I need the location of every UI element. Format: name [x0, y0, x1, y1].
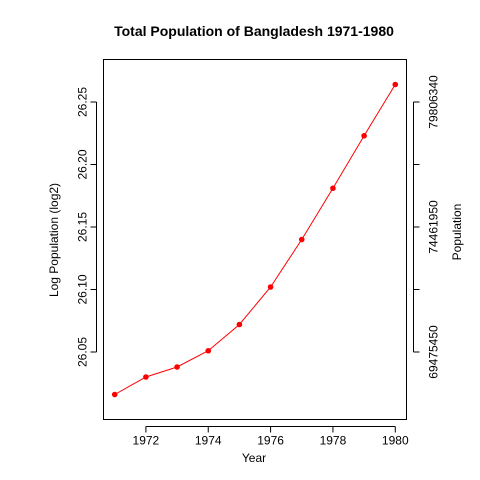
x-axis: 1972 1974 1976 1978 1980 [133, 426, 409, 447]
data-point [392, 81, 399, 88]
x-axis-label: Year [242, 451, 266, 465]
y-axis-left: 26.05 26.10 26.15 26.20 26.25 [76, 87, 97, 367]
y-tick-label-right: 79806340 [427, 75, 441, 129]
series-group [111, 81, 399, 398]
y-axis-label-right: Population [450, 204, 464, 261]
y-tick-label-left: 26.15 [76, 212, 90, 242]
y-tick-label-left: 26.20 [76, 149, 90, 179]
y-tick-label-left: 26.25 [76, 87, 90, 117]
data-point [205, 347, 212, 354]
x-tick-label: 1978 [320, 433, 347, 447]
data-point [174, 364, 180, 370]
chart-title: Total Population of Bangladesh 1971-1980 [114, 23, 394, 39]
y-axis-right: 69475450 74461950 79806340 [413, 75, 441, 379]
x-tick-label: 1972 [133, 433, 160, 447]
data-point [361, 132, 367, 139]
y-tick-label-left: 26.05 [76, 337, 90, 367]
data-point [267, 284, 274, 290]
series-line [114, 84, 396, 395]
data-point [298, 236, 305, 243]
x-tick-label: 1980 [382, 433, 409, 447]
x-tick-label: 1976 [257, 433, 284, 447]
data-point [143, 374, 149, 380]
data-point [330, 185, 336, 192]
data-point [111, 391, 118, 398]
y-tick-label-right: 74461950 [427, 200, 441, 254]
data-point [236, 321, 243, 328]
x-tick-label: 1974 [195, 433, 222, 447]
y-tick-label-right: 69475450 [427, 325, 441, 379]
y-axis-label-left: Log Population (log2) [47, 183, 61, 297]
plot-area-frame [103, 59, 407, 420]
y-tick-label-left: 26.10 [76, 274, 90, 304]
